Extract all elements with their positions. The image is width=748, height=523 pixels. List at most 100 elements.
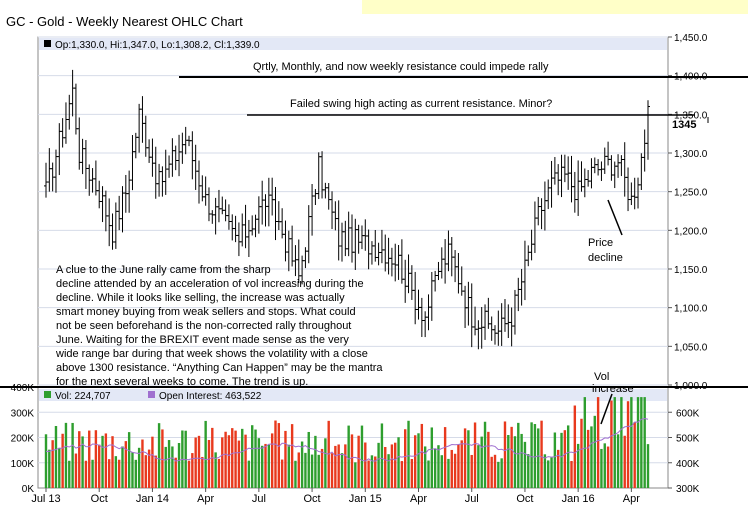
volume-bar [433, 448, 437, 488]
volume-bar [48, 449, 51, 488]
volume-bar [287, 444, 290, 488]
volume-bar [274, 420, 277, 488]
volume-bar [171, 446, 174, 488]
volume-bar [417, 433, 420, 488]
commentary-line: not be seen beforehand is the non-correc… [56, 320, 351, 332]
open-interest-legend: Open Interest: 463,522 [159, 391, 262, 402]
volume-bar [300, 441, 304, 488]
volume-bar [447, 458, 450, 488]
volume-bar [517, 422, 520, 488]
commentary-line: for the next several weeks to come. The … [56, 376, 308, 388]
volume-bar [141, 439, 144, 488]
volume-bar [221, 437, 224, 488]
volume-bar [606, 446, 610, 488]
volume-bar [257, 438, 261, 488]
price-tick-label: 1,200.0 [674, 226, 708, 237]
volume-bar [413, 435, 417, 488]
volume-bar [310, 454, 314, 488]
volume-bar [247, 460, 251, 488]
volume-bar [377, 442, 380, 488]
vol-increase-pointer [600, 393, 613, 425]
last-price-label: 1345 [672, 119, 696, 131]
volume-bar [127, 432, 131, 488]
open-interest-swatch [148, 391, 155, 398]
volume-bar [124, 441, 128, 488]
price-tick-label: 1,350.0 [674, 110, 708, 121]
volume-bar [284, 430, 287, 488]
volume-bar [84, 460, 88, 488]
volume-bar [500, 458, 503, 488]
x-axis: Jul 13 Oct Jan 14 Apr Jul Oct Jan 15 Apr Jul Oct J… [31, 488, 640, 505]
volume-bar [267, 444, 271, 488]
volume-bar [107, 459, 111, 488]
volume-bar [437, 445, 440, 488]
volume-bar [374, 456, 377, 488]
open-interest-y-axis: 300K 400K 500K 600K [668, 408, 700, 495]
volume-swatch [44, 391, 51, 398]
volume-bar [576, 443, 580, 488]
commentary-line: June. Waiting for the BREXIT event made … [56, 334, 349, 346]
volume-bar [364, 442, 367, 488]
volume-bar [214, 452, 217, 488]
volume-bar [503, 421, 507, 488]
price-y-axis: 1,000.01,050.01,100.01,150.01,200.01,250… [668, 33, 708, 392]
volume-bar [520, 433, 523, 488]
volume-bar [380, 423, 384, 488]
volume-bar [580, 418, 583, 488]
price-tick-label: 1,100.0 [674, 304, 708, 315]
volume-bar [64, 422, 68, 488]
volume-bar [350, 434, 354, 488]
volume-bar [277, 423, 281, 488]
volume-bar [78, 431, 81, 488]
volume-bar [586, 429, 590, 488]
volume-bar [420, 423, 424, 488]
volume-bar [394, 442, 397, 488]
volume-bar [137, 447, 141, 488]
volume-bar [530, 422, 533, 488]
volume-bar [537, 428, 540, 488]
price-legend-band [39, 38, 667, 50]
volume-bar [157, 423, 161, 488]
volume-bar [460, 440, 463, 488]
commentary-line: smart money buying from weak sellers and… [56, 306, 356, 318]
x-tick-label: Oct [304, 493, 321, 505]
volume-bar [523, 441, 527, 488]
volume-bar [560, 432, 563, 488]
volume-tick-label: 200K [11, 434, 35, 445]
open-interest-tick-label: 500K [676, 434, 700, 445]
volume-bar [596, 397, 600, 488]
volume-bar [254, 429, 257, 488]
volume-bar [540, 420, 543, 488]
volume-bar [131, 452, 134, 488]
volume-bar [217, 458, 221, 488]
volume-bar [58, 447, 61, 488]
volume-bar [636, 397, 640, 488]
volume-bar [280, 459, 284, 488]
volume-bar [490, 456, 493, 488]
volume-bar [324, 438, 327, 488]
volume-bar [633, 422, 636, 488]
volume-bar [360, 425, 364, 488]
volume-bar [553, 432, 557, 488]
volume-bar [161, 429, 164, 488]
volume-bar [630, 397, 633, 488]
volume-bar [44, 434, 48, 488]
volume-bar [480, 436, 483, 488]
volume-bar [304, 452, 307, 488]
volume-bar [473, 422, 477, 488]
minor-resistance-label: Failed swing high acting as current resi… [290, 98, 552, 110]
volume-bar [204, 420, 207, 488]
volume-bar [340, 453, 344, 488]
volume-bar [317, 454, 320, 488]
volume-bar [450, 449, 453, 488]
price-legend: Op:1,330.0, Hi:1,347.0, Lo:1,308.2, Cl:1… [55, 40, 260, 51]
open-interest-line [46, 417, 649, 462]
volume-bar [111, 436, 114, 488]
volume-bar [231, 428, 234, 488]
x-tick-label: Jan 15 [349, 493, 382, 505]
volume-bar [114, 456, 118, 488]
volume-bar [88, 430, 91, 488]
volume-tick-label: 0K [22, 484, 35, 495]
